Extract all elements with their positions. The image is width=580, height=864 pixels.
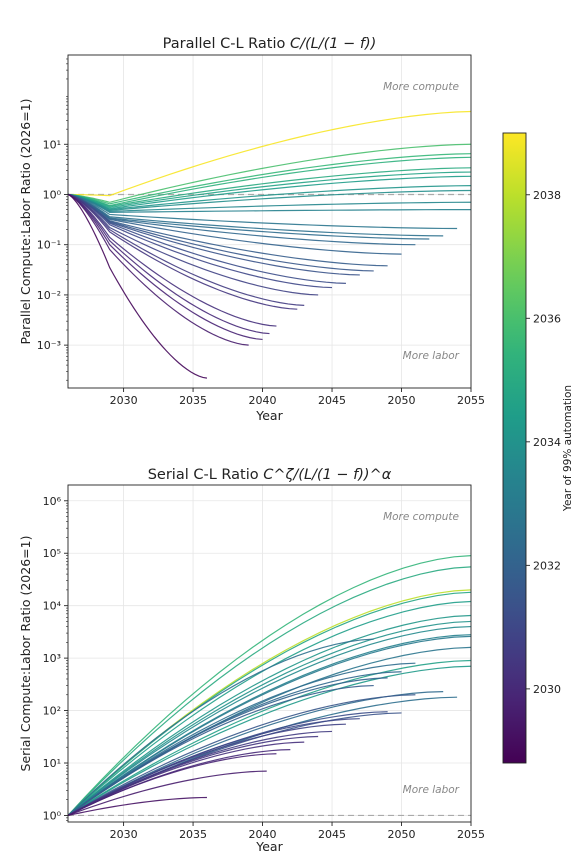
- x-tick-label: 2055: [457, 394, 485, 407]
- annotation-more-compute: More compute: [383, 511, 459, 523]
- series-line: [68, 665, 471, 816]
- x-tick-label: 2030: [110, 394, 138, 407]
- colorbar-gradient: [502, 132, 527, 764]
- x-tick-label: 2040: [249, 394, 277, 407]
- annotation-more-labor: More labor: [403, 784, 460, 796]
- colorbar-tick-label: 2032: [533, 559, 561, 572]
- annotation-more-labor: More labor: [403, 350, 460, 362]
- series-line: [68, 635, 471, 816]
- series-line: [68, 723, 346, 816]
- series-line: [68, 659, 471, 816]
- colorbar-tick-label: 2038: [533, 189, 561, 202]
- y-tick-label: 10⁵: [43, 547, 61, 560]
- series-line: [68, 591, 471, 816]
- chart-title-plain: Parallel C-L Ratio: [163, 36, 290, 52]
- series-line: [68, 694, 416, 816]
- series-line: [68, 753, 277, 816]
- y-tick-label: 10⁴: [43, 600, 62, 613]
- chart-title: Parallel C-L Ratio C/(L/(1 − f)): [163, 36, 377, 52]
- plot-frame: [67, 484, 472, 823]
- y-tick-label: 10⁶: [43, 495, 62, 508]
- series-line: [68, 555, 471, 816]
- colorbar-label: Year of 99% automation: [562, 385, 574, 512]
- chart-title: Serial C-L Ratio C^ζ/(L/(1 − f))^α: [148, 467, 392, 483]
- y-tick-label: 10⁻³: [37, 339, 61, 352]
- x-tick-label: 2050: [388, 394, 416, 407]
- series-line: [68, 625, 471, 816]
- x-tick-label: 2040: [249, 828, 277, 841]
- x-axis-label: Year: [255, 839, 283, 854]
- series-line: [68, 566, 471, 816]
- annotation-more-compute: More compute: [383, 81, 459, 93]
- x-tick-label: 2045: [318, 828, 346, 841]
- x-tick-label: 2035: [179, 828, 207, 841]
- series-line: [68, 662, 416, 816]
- x-tick-label: 2045: [318, 394, 346, 407]
- x-tick-label: 2035: [179, 394, 207, 407]
- x-tick-label: 2050: [388, 828, 416, 841]
- series-line: [68, 614, 471, 816]
- colorbar-tick-label: 2036: [533, 312, 561, 325]
- x-axis-label: Year: [255, 408, 283, 423]
- x-tick-label: 2055: [457, 828, 485, 841]
- y-tick-label: 10⁰: [43, 809, 62, 822]
- series-line: [68, 193, 263, 341]
- chart-title-math: C^ζ/(L/(1 − f))^α: [263, 467, 391, 483]
- y-tick-label: 10²: [43, 705, 61, 718]
- series-line: [68, 684, 374, 816]
- series-line: [68, 193, 208, 379]
- series-line: [68, 110, 471, 197]
- series-line: [68, 711, 388, 816]
- colorbar-tick-label: 2034: [533, 436, 561, 449]
- y-tick-label: 10⁻²: [37, 289, 61, 302]
- series-line: [68, 712, 402, 816]
- y-tick-label: 10¹: [43, 757, 61, 770]
- series-line: [68, 193, 249, 346]
- series-line: [68, 620, 471, 816]
- series-line: [68, 741, 305, 816]
- plot-frame: [67, 54, 472, 389]
- y-tick-label: 10⁰: [43, 188, 62, 201]
- colorbar-tick-label: 2030: [533, 683, 561, 696]
- parallel-ratio-chart: 2030 2035 2040 2045 2050 2055 10⁻³ 10⁻² 10⁻¹ 10⁰ 1…: [18, 36, 485, 423]
- series-group: [68, 110, 471, 379]
- chart-title-plain: Serial C-L Ratio: [148, 467, 264, 483]
- series-line: [68, 175, 471, 210]
- y-axis-label: Parallel Compute:Labor Ratio (2026=1): [18, 98, 33, 344]
- series-group: [68, 555, 471, 817]
- series-line: [68, 193, 298, 310]
- series-line: [68, 796, 207, 817]
- chart-title-math: C/(L/(1 − f)): [290, 36, 376, 52]
- colorbar: 2030 2032 2034 2036 2038 Year of 99% automati…: [502, 132, 574, 764]
- y-tick-label: 10¹: [43, 138, 61, 151]
- y-tick-label: 10³: [43, 652, 61, 665]
- series-line: [68, 770, 267, 817]
- y-axis-label: Serial Compute:Labor Ratio (2026=1): [18, 536, 33, 772]
- series-line: [68, 638, 374, 816]
- x-tick-label: 2030: [110, 828, 138, 841]
- serial-ratio-chart: 2030 2035 2040 2045 2050 2055 10⁰ 10¹ 10² 10³ 10⁴ 1…: [18, 467, 485, 854]
- y-tick-label: 10⁻¹: [37, 239, 61, 252]
